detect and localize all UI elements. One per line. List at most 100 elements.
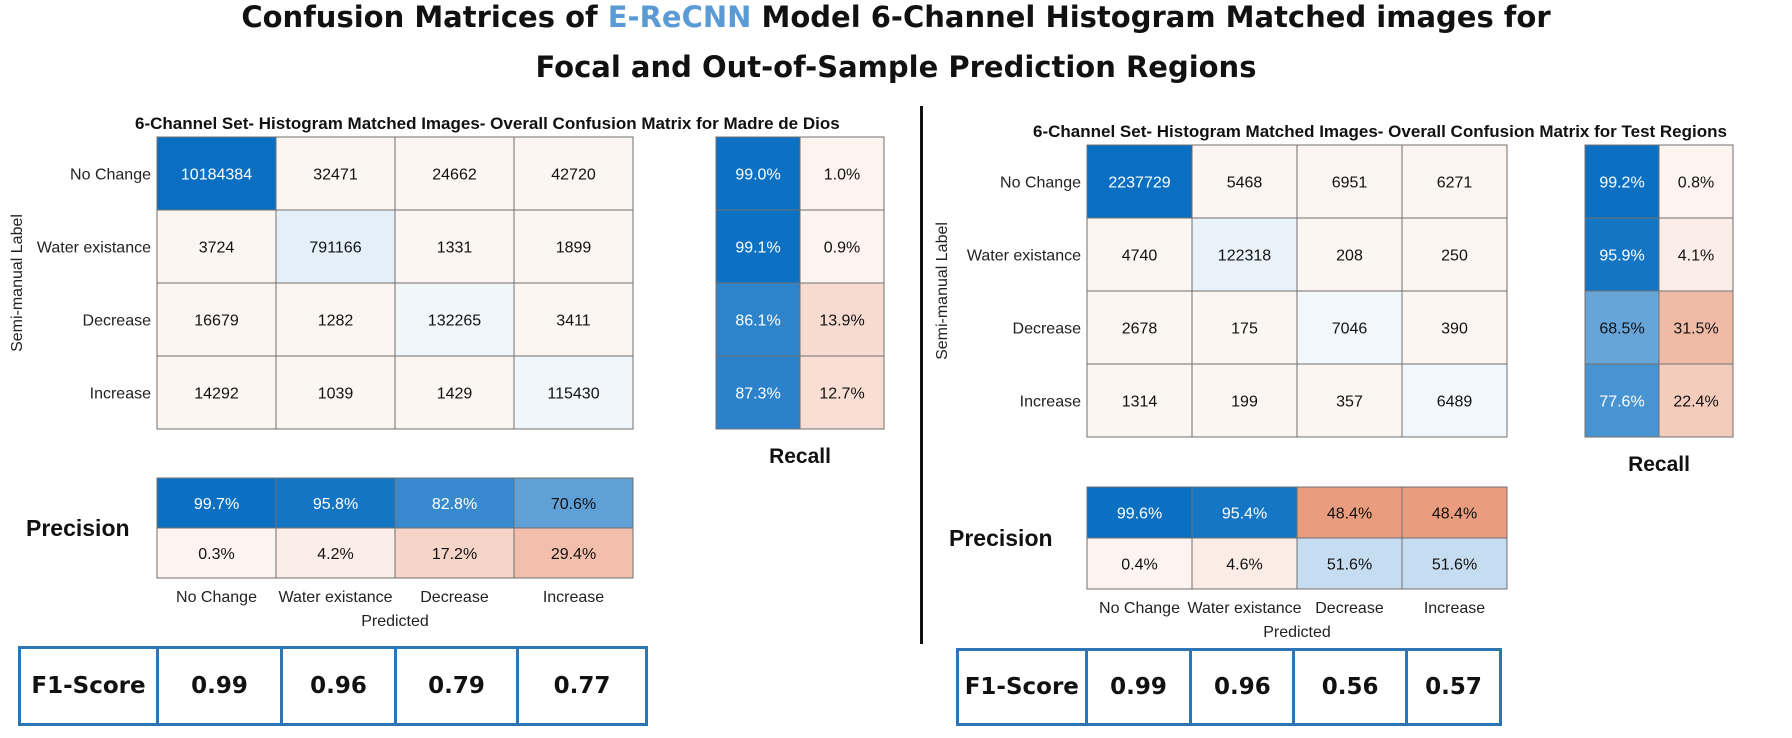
f1-value: 0.96 [1192,651,1296,723]
recall-cell-value: 95.9% [1599,248,1644,265]
recall-cell-value: 0.8% [1678,175,1714,192]
row-label: Water existance [37,240,151,257]
matrix-cell [1086,363,1193,438]
f1-value: 0.77 [553,673,611,699]
right-panel-title: 6-Channel Set- Histogram Matched Images-… [1033,122,1727,141]
f1-value: 0.99 [159,649,283,723]
recall-cell [1584,290,1660,365]
matrix-cell-value: 791166 [309,240,361,257]
matrix-cell-value: 3724 [199,240,235,257]
recall-cell [1658,290,1734,365]
figure-title-line-2: Focal and Out-of-Sample Prediction Regio… [535,50,1257,84]
precision-cell [275,527,396,579]
figure-title-line-1: Confusion Matrices of E-ReCNN Model 6-Ch… [0,0,1792,34]
panel-divider [920,106,923,644]
column-label: No Change [1099,600,1180,617]
matrix-cell [1296,217,1403,292]
column-label: Water existance [1187,600,1301,617]
f1-label: F1-Score [21,649,159,723]
recall-cell-value: 13.9% [819,313,864,330]
precision-cell [1191,537,1298,590]
matrix-cell-value: 1429 [437,386,473,403]
recall-cell-value: 87.3% [735,386,780,403]
row-label: Water existance [967,248,1081,265]
recall-label: Recall [769,445,831,468]
recall-cell [799,355,885,430]
precision-cell [275,477,396,529]
matrix-cell-value: 3411 [556,313,591,330]
precision-cell-value: 70.6% [551,496,596,513]
matrix-cell-value: 175 [1231,321,1258,338]
matrix-cell [156,282,277,357]
matrix-cell [1296,363,1403,438]
precision-cell-value: 29.4% [551,546,596,563]
matrix-cell-value: 2678 [1122,321,1158,338]
recall-cell-value: 0.9% [824,240,860,257]
matrix-cell-value: 6951 [1332,175,1368,192]
column-label: Increase [1424,600,1485,617]
recall-cell-value: 22.4% [1673,394,1718,411]
recall-cell-value: 77.6% [1599,394,1644,411]
column-label: Decrease [420,589,489,606]
matrix-cell [1401,363,1508,438]
recall-cell [1584,144,1660,219]
f1-label: F1-Score [959,651,1088,723]
matrix-cell-value: 5468 [1227,175,1263,192]
matrix-cell-value: 1039 [318,386,354,403]
recall-cell-value: 86.1% [735,313,780,330]
recall-label: Recall [1628,453,1690,476]
recall-cell [1658,217,1734,292]
right-confusion-chart: 2237729 5468 6951 6271 4740 122318 208 250 2678 1… [934,144,1734,640]
recall-cell [799,282,885,357]
precision-cell-value: 82.8% [432,496,477,513]
precision-cell [1296,486,1403,539]
matrix-cell [513,355,634,430]
matrix-cell [156,209,277,284]
precision-label: Precision [949,525,1053,551]
column-label: No Change [176,589,257,606]
matrix-cell-value: 1899 [556,240,592,257]
recall-cell-value: 1.0% [824,167,860,184]
matrix-cell [1401,217,1508,292]
matrix-cell-value: 32471 [313,167,358,184]
matrix-cell [275,282,396,357]
column-label: Increase [543,589,604,606]
precision-cell-value: 99.6% [1117,506,1162,523]
recall-cell [715,136,801,211]
precision-cell-value: 0.3% [198,546,234,563]
recall-cell [715,355,801,430]
matrix-cell-value: 208 [1336,248,1363,265]
matrix-cell [1086,290,1193,365]
right-f1-table: F1-Score 0.99 0.96 0.56 0.57 [956,648,1502,726]
f1-value: 0.57 [1425,674,1482,700]
row-label: Increase [1020,394,1081,411]
f1-value: 0.96 [283,649,397,723]
recall-cell [799,136,885,211]
matrix-cell-value: 132265 [428,313,481,330]
matrix-cell [275,209,396,284]
precision-cell-value: 0.4% [1121,557,1157,574]
precision-cell [513,527,634,579]
recall-cell [715,282,801,357]
matrix-cell [1191,144,1298,219]
recall-cell [1584,363,1660,438]
matrix-cell [1296,290,1403,365]
matrix-cell [513,209,634,284]
f1-value: 0.99 [1088,651,1193,723]
matrix-cell [275,355,396,430]
left-panel-title: 6-Channel Set- Histogram Matched Images-… [135,114,840,133]
precision-cell-value: 99.7% [194,496,239,513]
row-label: Increase [90,386,151,403]
precision-cell-value: 17.2% [432,546,477,563]
recall-cell [1584,217,1660,292]
title-suffix: Model 6-Channel Histogram Matched images… [751,0,1551,34]
matrix-cell-value: 199 [1231,394,1258,411]
precision-cell-value: 51.6% [1327,557,1372,574]
precision-cell [394,527,515,579]
matrix-cell-value: 16679 [194,313,239,330]
matrix-cell-value: 10184384 [181,167,252,184]
x-axis-label: Predicted [1263,624,1331,640]
precision-cell [1401,537,1508,590]
matrix-cell-value: 357 [1336,394,1363,411]
